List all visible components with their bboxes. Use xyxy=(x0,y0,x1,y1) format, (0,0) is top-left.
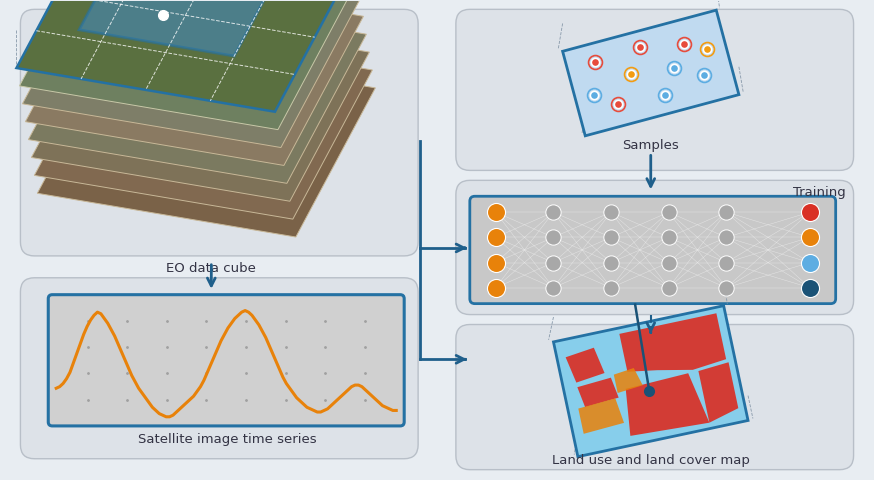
Text: Land use and land cover map: Land use and land cover map xyxy=(551,454,750,467)
Polygon shape xyxy=(626,373,710,436)
Polygon shape xyxy=(620,313,726,372)
Text: Samples: Samples xyxy=(622,139,679,152)
FancyBboxPatch shape xyxy=(456,9,854,170)
Polygon shape xyxy=(28,0,366,183)
FancyBboxPatch shape xyxy=(456,180,854,314)
FancyBboxPatch shape xyxy=(20,9,418,256)
FancyBboxPatch shape xyxy=(456,324,854,469)
Polygon shape xyxy=(17,0,355,112)
Polygon shape xyxy=(34,26,372,219)
Polygon shape xyxy=(565,348,605,383)
Polygon shape xyxy=(25,0,364,166)
Polygon shape xyxy=(563,10,739,136)
Polygon shape xyxy=(31,8,370,201)
Polygon shape xyxy=(17,0,355,112)
Polygon shape xyxy=(578,378,619,407)
Text: Satellite image time series: Satellite image time series xyxy=(138,433,316,446)
Polygon shape xyxy=(698,362,739,423)
FancyBboxPatch shape xyxy=(48,295,404,426)
FancyBboxPatch shape xyxy=(470,196,836,304)
Polygon shape xyxy=(79,0,282,56)
FancyBboxPatch shape xyxy=(20,278,418,459)
Polygon shape xyxy=(614,368,642,393)
Text: Training: Training xyxy=(793,186,846,199)
Polygon shape xyxy=(553,306,748,456)
Polygon shape xyxy=(23,0,360,147)
Polygon shape xyxy=(19,0,357,130)
Polygon shape xyxy=(38,44,375,237)
Text: EO data cube: EO data cube xyxy=(166,262,256,275)
Polygon shape xyxy=(579,398,624,434)
